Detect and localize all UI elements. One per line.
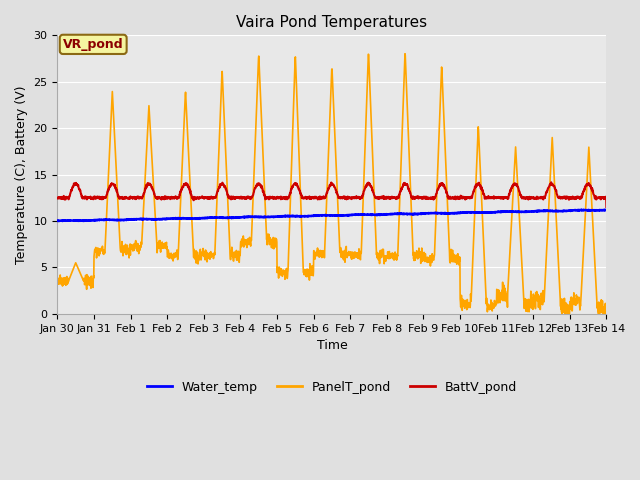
Title: Vaira Pond Temperatures: Vaira Pond Temperatures: [236, 15, 428, 30]
Legend: Water_temp, PanelT_pond, BattV_pond: Water_temp, PanelT_pond, BattV_pond: [142, 376, 522, 399]
Y-axis label: Temperature (C), Battery (V): Temperature (C), Battery (V): [15, 85, 28, 264]
X-axis label: Time: Time: [317, 339, 348, 352]
Text: VR_pond: VR_pond: [63, 38, 124, 51]
